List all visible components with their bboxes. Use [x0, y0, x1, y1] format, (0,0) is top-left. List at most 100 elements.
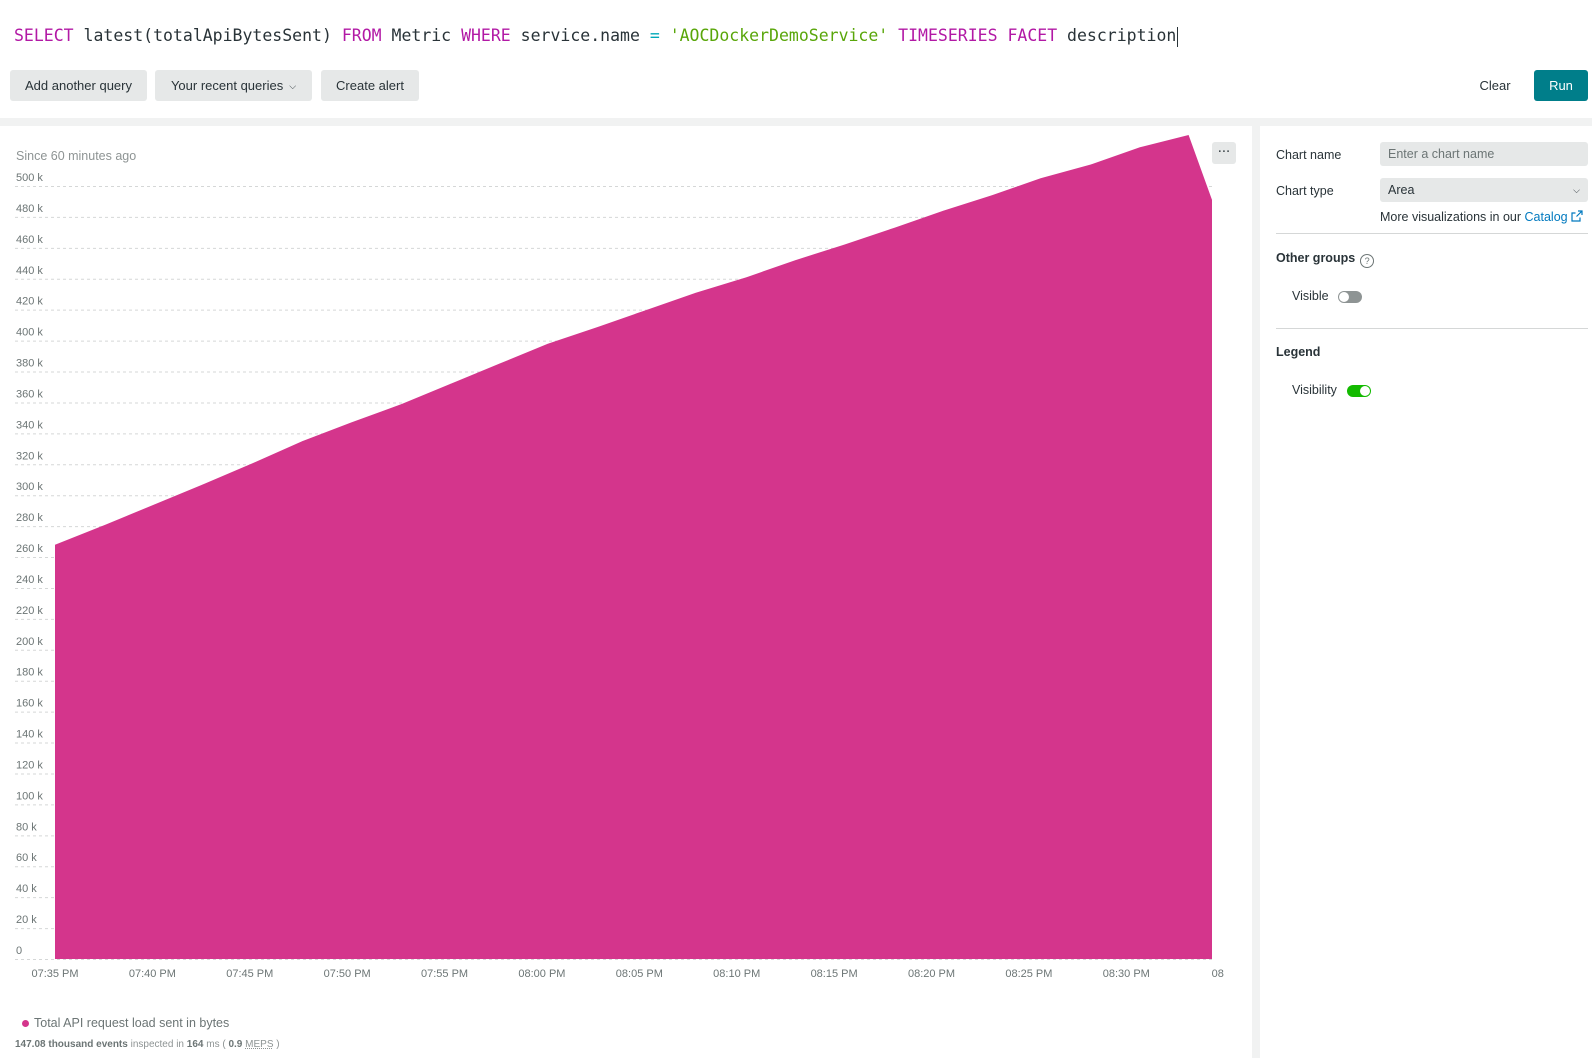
- meps-value: 0.9: [228, 1039, 243, 1050]
- chart-panel: 0 20 k 40 k 60 k 80 k 100 k 120 k 140 k 160 k 180…: [0, 126, 1252, 1058]
- duration-unit: ms (: [206, 1039, 226, 1050]
- y-tick-label: 0: [16, 945, 22, 957]
- y-tick-label: 120 k: [16, 759, 43, 771]
- query-token: [888, 26, 898, 45]
- query-bar: SELECT latest(totalApiBytesSent) FROM Me…: [0, 0, 1592, 118]
- text-cursor: [1177, 26, 1179, 47]
- help-circle-icon[interactable]: ?: [1360, 254, 1375, 268]
- y-tick-label: 40 k: [16, 883, 37, 895]
- chevron-down-icon: ⌵: [289, 81, 297, 91]
- divider: [0, 118, 1592, 126]
- query-token: =: [649, 26, 660, 45]
- y-tick-label: 160 k: [16, 698, 43, 710]
- x-tick-label: 07:50 PM: [324, 968, 371, 980]
- y-tick-label: 480 k: [16, 203, 43, 215]
- x-tick-label: 08:00 PM: [518, 968, 565, 980]
- y-tick-label: 320 k: [16, 450, 43, 462]
- y-tick-label: 60 k: [16, 852, 37, 864]
- y-tick-label: 380 k: [16, 358, 43, 370]
- series-area: [55, 135, 1212, 959]
- other-groups-visible-toggle[interactable]: [1338, 291, 1362, 303]
- visibility-label: Visibility: [1292, 383, 1337, 397]
- run-button[interactable]: Run: [1534, 70, 1588, 101]
- x-tick-label: 07:35 PM: [31, 968, 78, 980]
- query-token: [998, 26, 1008, 45]
- y-tick-label: 460 k: [16, 234, 43, 246]
- y-tick-label: 80 k: [16, 821, 37, 833]
- y-tick-label: 280 k: [16, 512, 43, 524]
- query-token: Metric: [381, 26, 462, 45]
- chart-name-label: Chart name: [1276, 148, 1342, 162]
- x-tick-label: 08:10 PM: [713, 968, 760, 980]
- section-divider: [1276, 328, 1588, 329]
- y-tick-label: 340 k: [16, 419, 43, 431]
- query-token: WHERE: [461, 26, 511, 45]
- legend-item-label[interactable]: Total API request load sent in bytes: [34, 1016, 230, 1030]
- y-tick-label: 300 k: [16, 481, 43, 493]
- y-tick-label: 420 k: [16, 296, 43, 308]
- catalog-link[interactable]: Catalog: [1524, 210, 1568, 224]
- clear-button[interactable]: Clear: [1469, 70, 1521, 101]
- y-tick-label: 360 k: [16, 388, 43, 400]
- x-tick-label: 08:30 PM: [1103, 968, 1150, 980]
- x-tick-label: 08:20 PM: [908, 968, 955, 980]
- chart-type-select[interactable]: Area ⌵: [1380, 178, 1588, 202]
- panel-gutter: [1252, 126, 1260, 1058]
- chart-legend: Total API request load sent in bytes: [22, 1016, 229, 1030]
- chart-more-options-button[interactable]: ···: [1212, 142, 1236, 164]
- legend-section-title: Legend: [1276, 345, 1321, 359]
- query-token: description: [1057, 26, 1177, 45]
- toggle-knob: [1360, 386, 1370, 396]
- y-tick-label: 260 k: [16, 543, 43, 555]
- time-range-label: Since 60 minutes ago: [16, 149, 137, 163]
- y-tick-label: 500 k: [16, 172, 43, 184]
- add-another-query-button[interactable]: Add another query: [10, 70, 147, 101]
- chart-name-input[interactable]: [1380, 142, 1588, 166]
- nrql-query-editor[interactable]: SELECT latest(totalApiBytesSent) FROM Me…: [14, 24, 1179, 48]
- y-tick-label: 180 k: [16, 667, 43, 679]
- x-tick-label: 08:15 PM: [811, 968, 858, 980]
- y-tick-label: 440 k: [16, 265, 43, 277]
- legend-swatch: [22, 1019, 29, 1027]
- chart-type-value: Area: [1388, 183, 1415, 197]
- more-viz-prefix: More visualizations in our: [1380, 210, 1525, 224]
- x-tick-label: 08:25 PM: [1005, 968, 1052, 980]
- duration-value: 164: [186, 1039, 204, 1050]
- y-tick-label: 140 k: [16, 729, 43, 741]
- chart-type-label: Chart type: [1276, 184, 1334, 198]
- stats-close-paren: ): [276, 1039, 280, 1050]
- y-tick-label: 220 k: [16, 605, 43, 617]
- other-groups-label: Other groups: [1276, 251, 1356, 265]
- more-visualizations-text: More visualizations in our Catalog: [1380, 210, 1583, 224]
- query-token: SELECT: [14, 26, 74, 45]
- events-count: 147.08 thousand events: [15, 1039, 128, 1050]
- create-alert-button[interactable]: Create alert: [321, 70, 419, 101]
- x-tick-label: 07:40 PM: [129, 968, 176, 980]
- x-tick-label: 07:55 PM: [421, 968, 468, 980]
- y-tick-label: 400 k: [16, 327, 43, 339]
- other-groups-title: Other groups?: [1276, 251, 1375, 268]
- query-token: TIMESERIES: [898, 26, 998, 45]
- section-divider: [1276, 233, 1588, 234]
- query-token: FACET: [1007, 26, 1058, 45]
- y-tick-label: 20 k: [16, 914, 37, 926]
- y-tick-label: 100 k: [16, 790, 43, 802]
- x-tick-label: 07:45 PM: [226, 968, 273, 980]
- x-tick-label: 08: [1212, 968, 1224, 980]
- query-token: [660, 26, 670, 45]
- query-token: service.name: [510, 26, 650, 45]
- y-tick-label: 200 k: [16, 636, 43, 648]
- toggle-knob: [1339, 292, 1349, 302]
- query-token: FROM: [341, 26, 382, 45]
- query-token: 'AOCDockerDemoService': [669, 26, 889, 45]
- x-tick-label: 08:05 PM: [616, 968, 663, 980]
- chevron-down-icon: ⌵: [1573, 185, 1580, 195]
- meps-label: MEPS: [245, 1039, 274, 1050]
- chart-settings-panel: Chart name Chart type Area ⌵ More visual…: [1260, 126, 1592, 1058]
- query-token: latest(totalApiBytesSent): [73, 26, 342, 45]
- y-tick-label: 240 k: [16, 574, 43, 586]
- recent-queries-button[interactable]: Your recent queries ⌵: [155, 70, 312, 101]
- external-link-icon[interactable]: [1571, 210, 1583, 222]
- recent-queries-label: Your recent queries: [170, 78, 284, 93]
- legend-visibility-toggle[interactable]: [1347, 385, 1371, 397]
